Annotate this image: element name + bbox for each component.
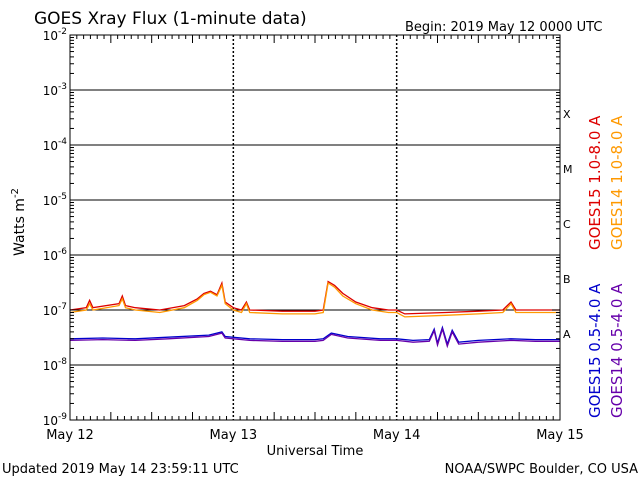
chart-title: GOES Xray Flux (1-minute data) (34, 9, 307, 29)
flare-class-label: C (563, 218, 571, 231)
flare-class-label: A (563, 328, 571, 341)
series-line (69, 280, 560, 315)
series-line (69, 281, 560, 318)
flare-class-label: B (563, 273, 571, 286)
y-tick-label: 10-5 (43, 192, 67, 208)
y-axis-label-exp: -2 (10, 188, 21, 198)
legend-entry: GOES15 1.0-8.0 A (586, 115, 604, 250)
x-axis-label: Universal Time (267, 444, 364, 459)
y-tick-label: 10-6 (43, 247, 68, 263)
legend-entry: GOES15 0.5-4.0 A (586, 283, 604, 418)
x-tick-label: May 15 (536, 428, 584, 443)
footer-updated: Updated 2019 May 14 23:59:11 UTC (2, 462, 239, 477)
y-tick-label: 10-8 (43, 357, 68, 373)
legend-entry: GOES14 1.0-8.0 A (608, 115, 626, 250)
y-tick-label: 10-2 (43, 27, 67, 43)
flare-class-label: X (563, 108, 571, 121)
y-axis-label-main: Watts m (12, 198, 28, 256)
flare-class-label: M (563, 163, 573, 176)
plot-frame (69, 34, 561, 421)
x-tick-label: May 12 (46, 428, 94, 443)
legend-entry: GOES14 0.5-4.0 A (608, 283, 626, 418)
x-tick-label: May 13 (210, 428, 258, 443)
begin-label: Begin: 2019 May 12 0000 UTC (405, 20, 602, 35)
series-line (69, 326, 560, 349)
y-tick-label: 10-4 (43, 137, 68, 153)
footer-credit: NOAA/SWPC Boulder, CO USA (445, 462, 638, 477)
y-tick-label: 10-7 (43, 302, 67, 318)
y-axis-label: Watts m-2 (10, 188, 28, 256)
y-tick-label: 10-3 (43, 82, 67, 98)
y-tick-label: 10-9 (43, 412, 68, 428)
series-line (69, 325, 560, 347)
x-tick-label: May 14 (373, 428, 421, 443)
svg-text:Watts m-2: Watts m-2 (10, 188, 28, 256)
